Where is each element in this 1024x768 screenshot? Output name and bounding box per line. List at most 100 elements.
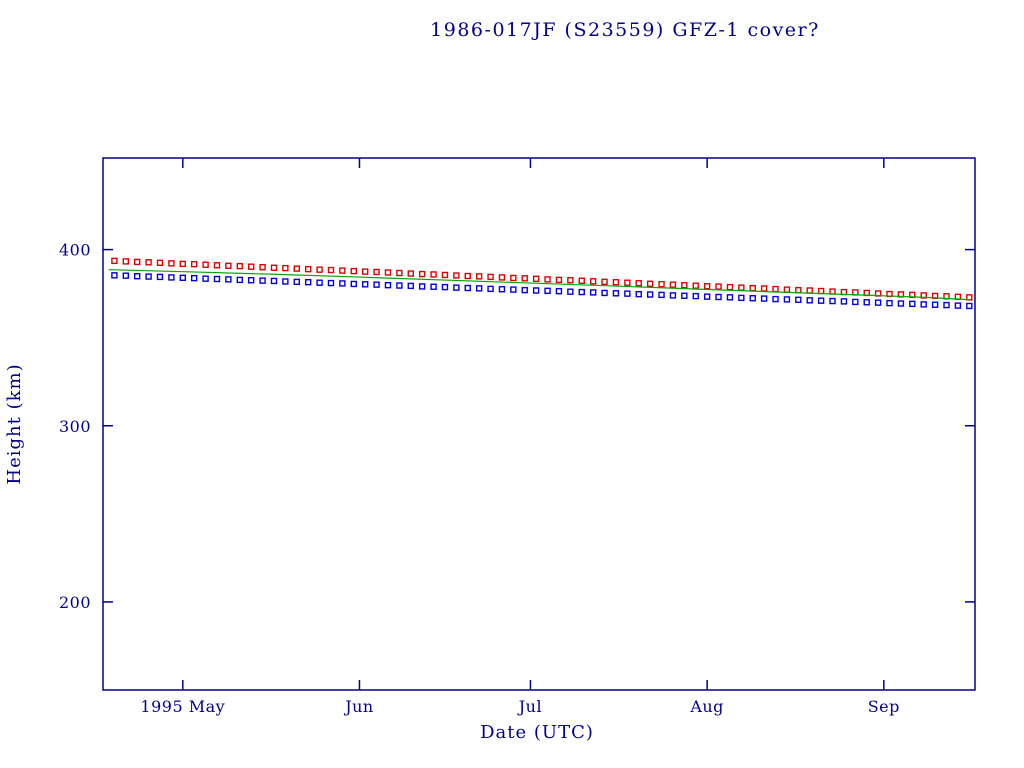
marker-blue-squares-lower-height bbox=[179, 274, 186, 281]
marker-blue-squares-lower-height bbox=[327, 279, 335, 287]
marker-blue-squares-lower-height bbox=[202, 275, 209, 282]
marker-blue-squares-lower-height bbox=[738, 294, 745, 302]
marker-blue-squares-lower-height bbox=[384, 281, 392, 289]
marker-blue-squares-lower-height bbox=[555, 287, 563, 295]
marker-blue-squares-lower-height bbox=[350, 280, 357, 288]
marker-blue-squares-lower-height bbox=[487, 285, 494, 293]
marker-blue-squares-lower-height bbox=[612, 290, 620, 297]
marker-red-squares-upper-height bbox=[931, 292, 939, 300]
marker-red-squares-upper-height bbox=[441, 271, 449, 279]
marker-red-squares-upper-height bbox=[213, 262, 221, 269]
marker-blue-squares-lower-height bbox=[247, 277, 255, 284]
marker-blue-squares-lower-height bbox=[122, 272, 129, 279]
marker-red-squares-upper-height bbox=[726, 283, 734, 291]
marker-red-squares-upper-height bbox=[772, 285, 779, 293]
marker-blue-squares-lower-height bbox=[282, 278, 289, 285]
marker-blue-squares-lower-height bbox=[168, 274, 175, 281]
marker-blue-squares-lower-height bbox=[749, 295, 756, 302]
marker-red-squares-upper-height bbox=[806, 287, 813, 294]
x-tick-label: Jun bbox=[343, 697, 374, 716]
marker-red-squares-upper-height bbox=[715, 283, 722, 290]
marker-blue-squares-lower-height bbox=[920, 301, 927, 308]
marker-red-squares-upper-height bbox=[567, 277, 574, 284]
marker-red-squares-upper-height bbox=[133, 258, 141, 266]
marker-red-squares-upper-height bbox=[578, 277, 585, 284]
marker-red-squares-upper-height bbox=[738, 284, 745, 291]
marker-red-squares-upper-height bbox=[316, 266, 323, 273]
marker-red-squares-upper-height bbox=[817, 287, 825, 295]
marker-blue-squares-lower-height bbox=[373, 281, 380, 288]
marker-blue-squares-lower-height bbox=[589, 289, 597, 296]
marker-blue-squares-lower-height bbox=[931, 301, 939, 308]
marker-blue-squares-lower-height bbox=[544, 287, 551, 295]
marker-blue-squares-lower-height bbox=[441, 283, 449, 291]
marker-blue-squares-lower-height bbox=[190, 274, 198, 282]
x-tick-label: Jul bbox=[517, 697, 542, 716]
marker-red-squares-upper-height bbox=[247, 263, 255, 270]
marker-red-squares-upper-height bbox=[430, 271, 437, 278]
marker-blue-squares-lower-height bbox=[795, 296, 802, 304]
marker-blue-squares-lower-height bbox=[521, 286, 528, 294]
marker-red-squares-upper-height bbox=[304, 265, 312, 273]
marker-red-squares-upper-height bbox=[225, 262, 232, 270]
marker-red-squares-upper-height bbox=[635, 280, 642, 287]
marker-blue-squares-lower-height bbox=[293, 278, 300, 286]
marker-blue-squares-lower-height bbox=[532, 287, 540, 294]
marker-blue-squares-lower-height bbox=[270, 277, 278, 285]
marker-red-squares-upper-height bbox=[544, 276, 551, 283]
marker-red-squares-upper-height bbox=[692, 282, 699, 289]
y-tick-label: 300 bbox=[59, 417, 91, 436]
marker-red-squares-upper-height bbox=[236, 262, 243, 270]
marker-red-squares-upper-height bbox=[669, 281, 677, 288]
marker-blue-squares-lower-height bbox=[852, 298, 859, 306]
marker-blue-squares-lower-height bbox=[396, 282, 403, 289]
marker-red-squares-upper-height bbox=[179, 260, 186, 268]
marker-blue-squares-lower-height bbox=[817, 297, 825, 304]
marker-blue-squares-lower-height bbox=[213, 275, 221, 283]
marker-red-squares-upper-height bbox=[396, 269, 403, 277]
marker-blue-squares-lower-height bbox=[966, 302, 973, 310]
marker-blue-squares-lower-height bbox=[475, 285, 483, 292]
marker-blue-squares-lower-height bbox=[145, 273, 152, 280]
marker-blue-squares-lower-height bbox=[567, 288, 574, 295]
marker-red-squares-upper-height bbox=[681, 281, 688, 289]
marker-red-squares-upper-height bbox=[510, 274, 517, 282]
marker-blue-squares-lower-height bbox=[601, 289, 608, 297]
marker-blue-squares-lower-height bbox=[464, 284, 471, 292]
marker-red-squares-upper-height bbox=[624, 279, 631, 286]
marker-blue-squares-lower-height bbox=[715, 293, 722, 301]
marker-red-squares-upper-height bbox=[532, 275, 540, 283]
marker-blue-squares-lower-height bbox=[316, 279, 323, 286]
marker-red-squares-upper-height bbox=[646, 280, 654, 287]
marker-red-squares-upper-height bbox=[384, 269, 392, 276]
marker-red-squares-upper-height bbox=[190, 261, 198, 268]
marker-blue-squares-lower-height bbox=[361, 281, 369, 288]
marker-red-squares-upper-height bbox=[601, 278, 608, 286]
marker-blue-squares-lower-height bbox=[909, 300, 916, 308]
marker-blue-squares-lower-height bbox=[339, 280, 346, 287]
marker-blue-squares-lower-height bbox=[646, 291, 654, 298]
marker-blue-squares-lower-height bbox=[259, 277, 266, 284]
marker-red-squares-upper-height bbox=[966, 294, 973, 301]
marker-red-squares-upper-height bbox=[749, 284, 756, 292]
marker-red-squares-upper-height bbox=[270, 264, 278, 271]
x-axis-label: Date (UTC) bbox=[480, 722, 594, 743]
marker-blue-squares-lower-height bbox=[863, 299, 870, 306]
marker-red-squares-upper-height bbox=[487, 273, 494, 281]
marker-red-squares-upper-height bbox=[259, 264, 266, 271]
plot-frame bbox=[102, 157, 976, 691]
marker-blue-squares-lower-height bbox=[111, 272, 118, 279]
marker-blue-squares-lower-height bbox=[897, 300, 905, 307]
marker-blue-squares-lower-height bbox=[692, 292, 699, 300]
marker-blue-squares-lower-height bbox=[874, 299, 882, 306]
marker-red-squares-upper-height bbox=[407, 270, 414, 277]
marker-blue-squares-lower-height bbox=[783, 296, 791, 303]
marker-red-squares-upper-height bbox=[339, 267, 346, 274]
chart-title: 1986-017JF (S23559) GFZ-1 cover? bbox=[430, 19, 820, 41]
marker-blue-squares-lower-height bbox=[635, 290, 642, 298]
marker-red-squares-upper-height bbox=[293, 265, 300, 272]
marker-red-squares-upper-height bbox=[555, 276, 563, 284]
marker-blue-squares-lower-height bbox=[225, 276, 232, 283]
marker-red-squares-upper-height bbox=[703, 283, 711, 290]
marker-blue-squares-lower-height bbox=[407, 282, 414, 290]
